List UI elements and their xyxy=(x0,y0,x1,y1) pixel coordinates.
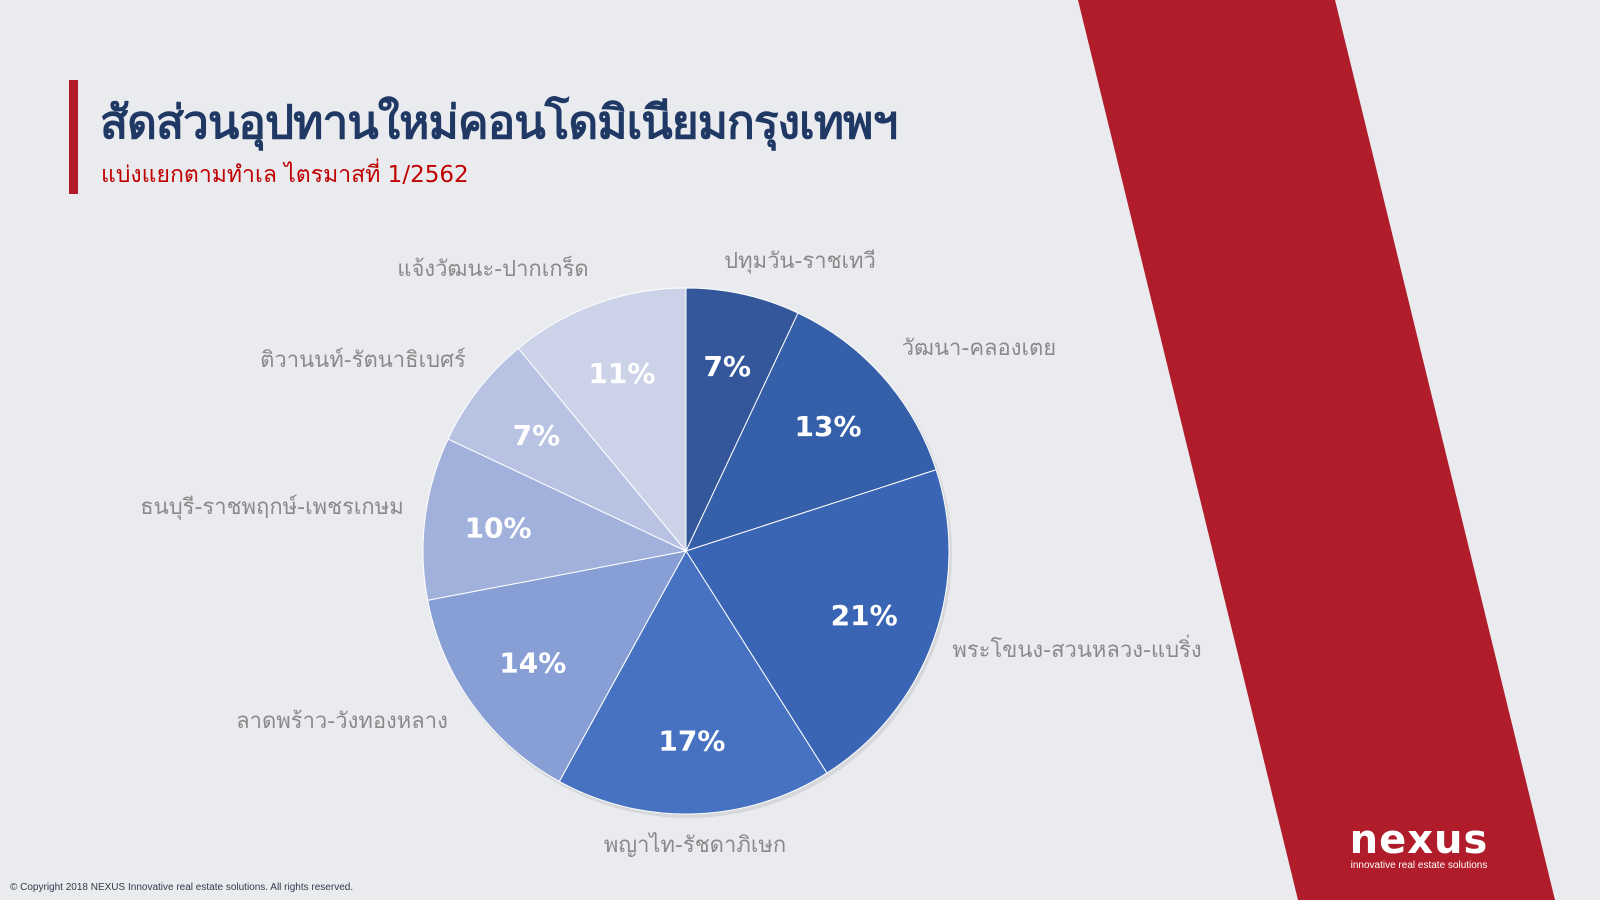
title-accent-bar xyxy=(69,80,78,194)
page-title: สัดส่วนอุปทานใหม่คอนโดมิเนียมกรุงเทพฯ xyxy=(100,95,898,149)
slice-value-label: 21% xyxy=(831,599,898,632)
slice-value-label: 13% xyxy=(794,410,861,443)
slice-category-label: พระโขนง-สวนหลวง-แบริ่ง xyxy=(952,634,1201,663)
slice-value-label: 7% xyxy=(513,419,561,452)
slice-category-label: ปทุมวัน-ราชเทวี xyxy=(724,249,876,274)
pie-slice xyxy=(685,287,799,552)
pie-slice xyxy=(517,287,687,553)
slice-category-label: พญาไท-รัชดาภิเษก xyxy=(604,832,786,858)
slice-value-label: 14% xyxy=(499,646,566,679)
pie-slice xyxy=(685,312,937,552)
logo-tagline: innovative real estate solutions xyxy=(1350,860,1488,871)
pie-slice xyxy=(685,469,950,774)
pie-slice xyxy=(447,347,687,552)
pie-slice xyxy=(427,550,687,783)
slice-value-label: 17% xyxy=(658,724,725,757)
slice-value-label: 11% xyxy=(588,357,655,390)
slice-category-label: แจ้งวัฒนะ-ปากเกร็ด xyxy=(397,254,588,282)
nexus-logo: nexus innovative real estate solutions xyxy=(1344,820,1494,872)
page-subtitle: แบ่งแยกตามทำเล ไตรมาสที่ 1/2562 xyxy=(101,162,469,188)
pie-slice xyxy=(558,550,828,815)
slice-category-label: วัฒนา-คลองเตย xyxy=(902,336,1056,361)
logo-wordmark: nexus xyxy=(1349,817,1489,863)
copyright-notice: © Copyright 2018 NEXUS Innovative real e… xyxy=(10,882,354,893)
slice-value-label: 7% xyxy=(704,350,752,383)
red-stripe-shape xyxy=(1078,0,1555,900)
slice-value-label: 10% xyxy=(465,511,532,544)
slice-category-label: ลาดพร้าว-วังทองหลาง xyxy=(236,709,448,734)
slice-category-label: ธนบุรี-ราชพฤกษ์-เพชรเกษม xyxy=(140,495,403,520)
slice-category-label: ติวานนท์-รัตนาธิเบศร์ xyxy=(260,348,466,373)
pie-slice xyxy=(422,438,688,601)
